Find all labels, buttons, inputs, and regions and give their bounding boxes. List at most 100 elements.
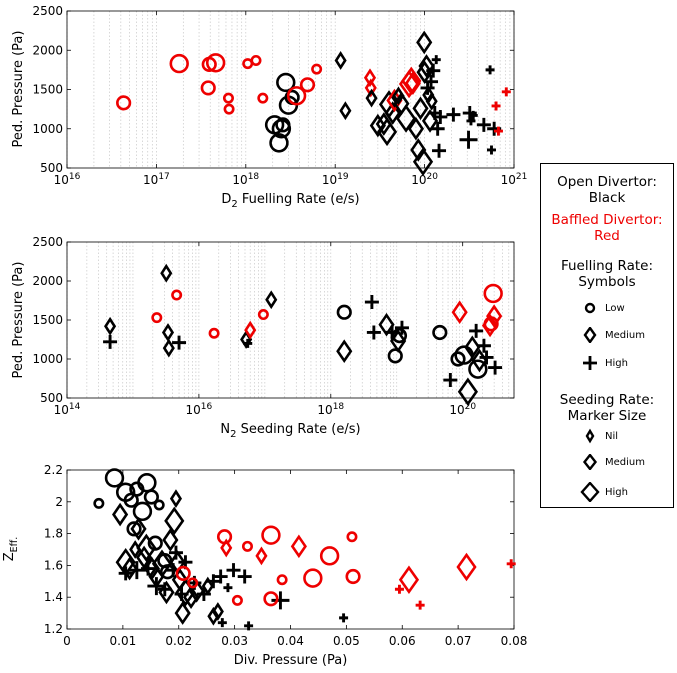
plus-point — [168, 545, 183, 560]
plus-point — [476, 117, 491, 132]
x-tick-label: 1018 — [317, 402, 344, 417]
legend-row-seed-medium: Medium — [579, 454, 645, 470]
plus-point — [339, 613, 349, 623]
circle-point — [271, 119, 292, 139]
circle-point — [263, 591, 279, 607]
y-tick-label: 2500 — [32, 235, 63, 249]
circle-point — [257, 92, 269, 104]
circle-point — [345, 568, 361, 585]
x-tick-label: 1016 — [54, 172, 81, 187]
y-tick-label: 1000 — [32, 352, 63, 366]
plus-point — [366, 325, 381, 340]
circle-point — [303, 568, 323, 588]
plus-point — [141, 561, 156, 576]
y-tick-label: 1.6 — [44, 558, 63, 572]
circle-point — [468, 359, 488, 379]
diamond-point — [136, 545, 153, 570]
plus-point — [271, 591, 290, 610]
circle-point — [391, 328, 408, 344]
plus-point — [243, 338, 253, 348]
plus-point — [506, 559, 516, 569]
diamond-point — [378, 312, 395, 337]
legend-baffled-value: Red — [594, 228, 620, 244]
plus-point — [432, 143, 447, 158]
axes-frame — [66, 241, 515, 399]
circle-point — [241, 540, 253, 552]
circle-point — [126, 521, 142, 537]
legend-seed-sub: Marker Size — [567, 408, 647, 424]
legend-fuel-medium: Medium — [605, 329, 645, 341]
small-diamond-marker-icon — [585, 428, 595, 444]
circle-point — [171, 289, 183, 301]
circle-point — [299, 77, 316, 93]
x-axis-label: D2 Fuelling Rate (e/s) — [221, 192, 359, 210]
diamond-point — [130, 517, 147, 541]
diamond-point — [407, 116, 425, 141]
diamond-point — [255, 546, 268, 566]
plus-point — [127, 561, 146, 580]
circle-point — [387, 348, 403, 364]
x-tick-label: 0.07 — [445, 634, 472, 648]
plus-point — [217, 618, 227, 628]
diamond-marker-icon — [583, 327, 597, 343]
plus-point — [147, 577, 166, 596]
diamond-point — [486, 304, 503, 328]
plus-point — [501, 87, 511, 97]
circle-marker-icon — [584, 302, 596, 314]
plus-point — [172, 335, 187, 350]
x-tick-label: 0.02 — [165, 634, 192, 648]
plus-point — [223, 583, 233, 593]
x-tick-label: 1014 — [54, 402, 81, 417]
x-tick-label: 1018 — [232, 172, 259, 187]
circle-point — [187, 577, 199, 589]
plus-point — [485, 65, 495, 75]
y-tick-label: 500 — [40, 391, 63, 405]
plus-point — [206, 574, 221, 589]
circle-point — [319, 546, 340, 566]
circle-point — [208, 327, 220, 339]
plus-point — [394, 320, 409, 335]
circle-point — [346, 531, 358, 543]
circle-point — [483, 316, 499, 332]
circle-point — [257, 309, 269, 321]
y-axis-label: Ped. Pressure (Pa) — [11, 262, 26, 379]
y-tick-label: 500 — [40, 161, 63, 175]
legend-row-low: Low — [579, 300, 625, 316]
legend-fuel-low: Low — [605, 302, 625, 314]
circle-point — [336, 304, 352, 320]
circle-point — [231, 594, 243, 606]
diamond-point — [336, 339, 353, 364]
circle-point — [153, 499, 165, 511]
legend-open-value: Black — [588, 190, 626, 206]
circle-point — [483, 283, 503, 304]
plus-point — [479, 350, 494, 365]
diamond-point — [363, 68, 377, 88]
plus-point — [157, 582, 172, 597]
plus-point — [431, 55, 441, 65]
circle-point — [275, 117, 291, 133]
legend-seed-medium: Medium — [605, 456, 645, 468]
diamond-point — [369, 113, 386, 138]
y-tick-label: 1.4 — [44, 590, 63, 604]
x-tick-label: 1019 — [322, 172, 349, 187]
diamond-point — [395, 104, 417, 133]
x-tick-label: 0 — [63, 634, 71, 648]
legend-row-nil: Nil — [579, 428, 618, 444]
circle-point — [286, 86, 307, 106]
diamond-point — [457, 377, 478, 407]
circle-point — [261, 525, 281, 545]
subplot-3: 0 0.01 0.02 0.03 0.04 0.05 0.06 0.07 0.08 1.2 1.4 1… — [2, 463, 527, 668]
legend-fuel-title: Fuelling Rate: — [560, 258, 654, 274]
plus-point — [196, 587, 211, 602]
plus-point — [430, 121, 445, 136]
y-tick-label: 2000 — [32, 274, 63, 288]
plus-point — [426, 63, 441, 78]
circle-point — [269, 133, 289, 153]
plus-point — [443, 373, 458, 388]
x-tick-label: 0.01 — [110, 634, 137, 648]
diamond-point — [161, 323, 175, 342]
subplot-1: 1016 1017 1018 1019 1020 1021 500 1000 1500 2000 2… — [11, 4, 527, 210]
plus-point — [226, 563, 241, 578]
diamond-point — [162, 528, 179, 552]
legend-row-seed-high: High — [579, 482, 628, 502]
